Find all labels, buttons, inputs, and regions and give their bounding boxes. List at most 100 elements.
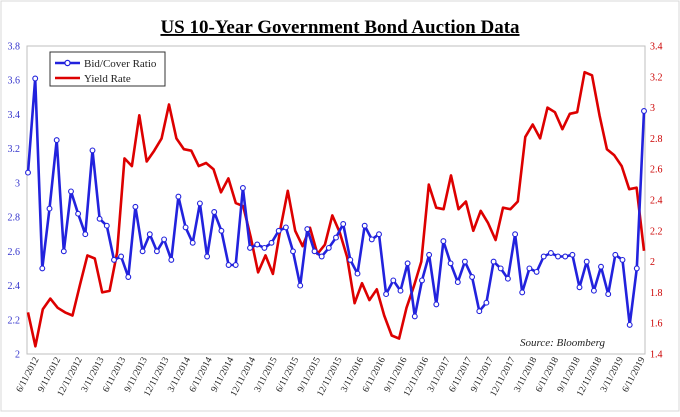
- bid-cover-point: [447, 260, 454, 267]
- bid-cover-point: [490, 258, 497, 265]
- bid-cover-point: [605, 291, 612, 298]
- bid-cover-point: [25, 169, 31, 176]
- right-tick-label: 3: [650, 103, 655, 114]
- bid-cover-point: [354, 270, 361, 277]
- bid-cover-point: [497, 265, 504, 272]
- bid-cover-point: [504, 275, 511, 282]
- bid-cover-point: [68, 188, 74, 195]
- bid-cover-point: [390, 277, 397, 284]
- bid-cover-point: [633, 265, 640, 272]
- bid-cover-point: [204, 253, 211, 260]
- bid-cover-point: [239, 185, 246, 191]
- bid-cover-point: [225, 262, 232, 268]
- bid-cover-point: [146, 231, 153, 238]
- bid-cover-point: [440, 238, 447, 245]
- left-axis: 2 2.2 2.4 2.6 2.8 3 3.2 3.4 3.6 3.8: [8, 42, 21, 361]
- right-tick-label: 2.4: [650, 196, 663, 207]
- bid-cover-point: [426, 251, 433, 258]
- bid-cover-point: [211, 209, 218, 215]
- bid-cover-point: [583, 258, 590, 265]
- bid-cover-point: [125, 274, 132, 280]
- bid-cover-point: [118, 253, 125, 260]
- left-tick-label: 3.6: [8, 76, 21, 87]
- bid-cover-point: [411, 313, 418, 320]
- bid-cover-point: [347, 256, 354, 263]
- bid-cover-point: [519, 289, 526, 296]
- left-tick-label: 3.8: [8, 42, 21, 53]
- bid-cover-point: [333, 234, 339, 241]
- legend-box: [49, 51, 166, 87]
- left-tick-label: 3.2: [8, 144, 21, 155]
- plot-area: [26, 45, 646, 355]
- right-tick-label: 1.8: [650, 288, 663, 299]
- left-tick-label: 2.4: [8, 281, 21, 292]
- bid-cover-point: [182, 224, 189, 231]
- bid-cover-point: [75, 210, 82, 217]
- bid-cover-point: [383, 291, 390, 298]
- bid-cover-point: [361, 222, 368, 229]
- bid-cover-point: [540, 253, 547, 260]
- left-tick-label: 3.4: [8, 110, 21, 121]
- bid-cover-point: [562, 253, 569, 260]
- bid-cover-point: [232, 262, 239, 268]
- bid-cover-point: [311, 248, 318, 255]
- bid-cover-point: [526, 265, 533, 272]
- legend: Bid/Cover Ratio Yield Rate: [49, 51, 166, 87]
- bid-cover-point: [89, 147, 96, 154]
- bid-cover-point: [103, 222, 110, 229]
- bid-cover-point: [533, 268, 540, 275]
- bid-cover-point: [325, 244, 332, 251]
- right-tick-label: 1.6: [650, 319, 663, 330]
- chart-title: US 10-Year Government Bond Auction Data: [160, 17, 520, 38]
- right-tick-label: 1.4: [650, 350, 663, 361]
- bid-cover-point: [282, 224, 289, 231]
- right-tick-label: 2: [650, 257, 655, 268]
- bid-cover-point: [397, 287, 404, 294]
- left-tick-label: 3: [15, 178, 20, 189]
- bid-cover-point: [641, 108, 647, 114]
- bid-cover-point: [111, 256, 117, 263]
- bid-cover-point: [555, 253, 561, 260]
- bid-cover-point: [612, 251, 619, 258]
- bid-cover-point: [404, 260, 411, 267]
- bid-cover-point: [376, 231, 382, 238]
- bid-cover-point: [304, 226, 311, 233]
- bid-cover-point: [32, 75, 39, 82]
- bid-cover-point: [297, 282, 304, 289]
- bid-cover-point: [547, 250, 554, 256]
- right-tick-label: 3.4: [650, 42, 663, 53]
- bid-cover-point: [46, 205, 53, 212]
- bid-cover-point: [626, 321, 633, 328]
- bid-cover-point: [39, 265, 46, 272]
- bid-cover-point: [461, 258, 468, 265]
- legend-label-yield-rate: Yield Rate: [84, 73, 131, 85]
- bid-cover-point: [569, 251, 576, 258]
- bid-cover-point: [483, 299, 490, 306]
- bid-cover-point: [576, 284, 583, 291]
- legend-label-bid-cover: Bid/Cover Ratio: [84, 58, 157, 70]
- bid-cover-point: [189, 239, 196, 246]
- right-tick-label: 2.8: [650, 134, 663, 145]
- legend-marker-bid-cover: [64, 59, 71, 67]
- bid-cover-point: [619, 256, 626, 263]
- left-tick-label: 2.6: [8, 247, 21, 258]
- bid-cover-point: [590, 287, 597, 294]
- bid-cover-point: [598, 263, 604, 270]
- bid-cover-point: [132, 203, 139, 210]
- bid-cover-point: [318, 253, 325, 260]
- right-axis: 1.4 1.6 1.8 2 2.2 2.4 2.6 2.8 3 3.2 3.4: [650, 42, 663, 361]
- bid-cover-point: [476, 308, 483, 315]
- bid-cover-point: [268, 239, 275, 246]
- right-tick-label: 3.2: [650, 72, 663, 83]
- bid-cover-point: [469, 274, 476, 280]
- bid-cover-point: [175, 193, 182, 200]
- left-tick-label: 2.2: [8, 315, 21, 326]
- series-line-yield-rate: [26, 70, 646, 348]
- bid-cover-point: [290, 248, 296, 255]
- bid-cover-point: [82, 231, 89, 238]
- bid-cover-point: [168, 256, 175, 263]
- bid-cover-point: [512, 231, 519, 238]
